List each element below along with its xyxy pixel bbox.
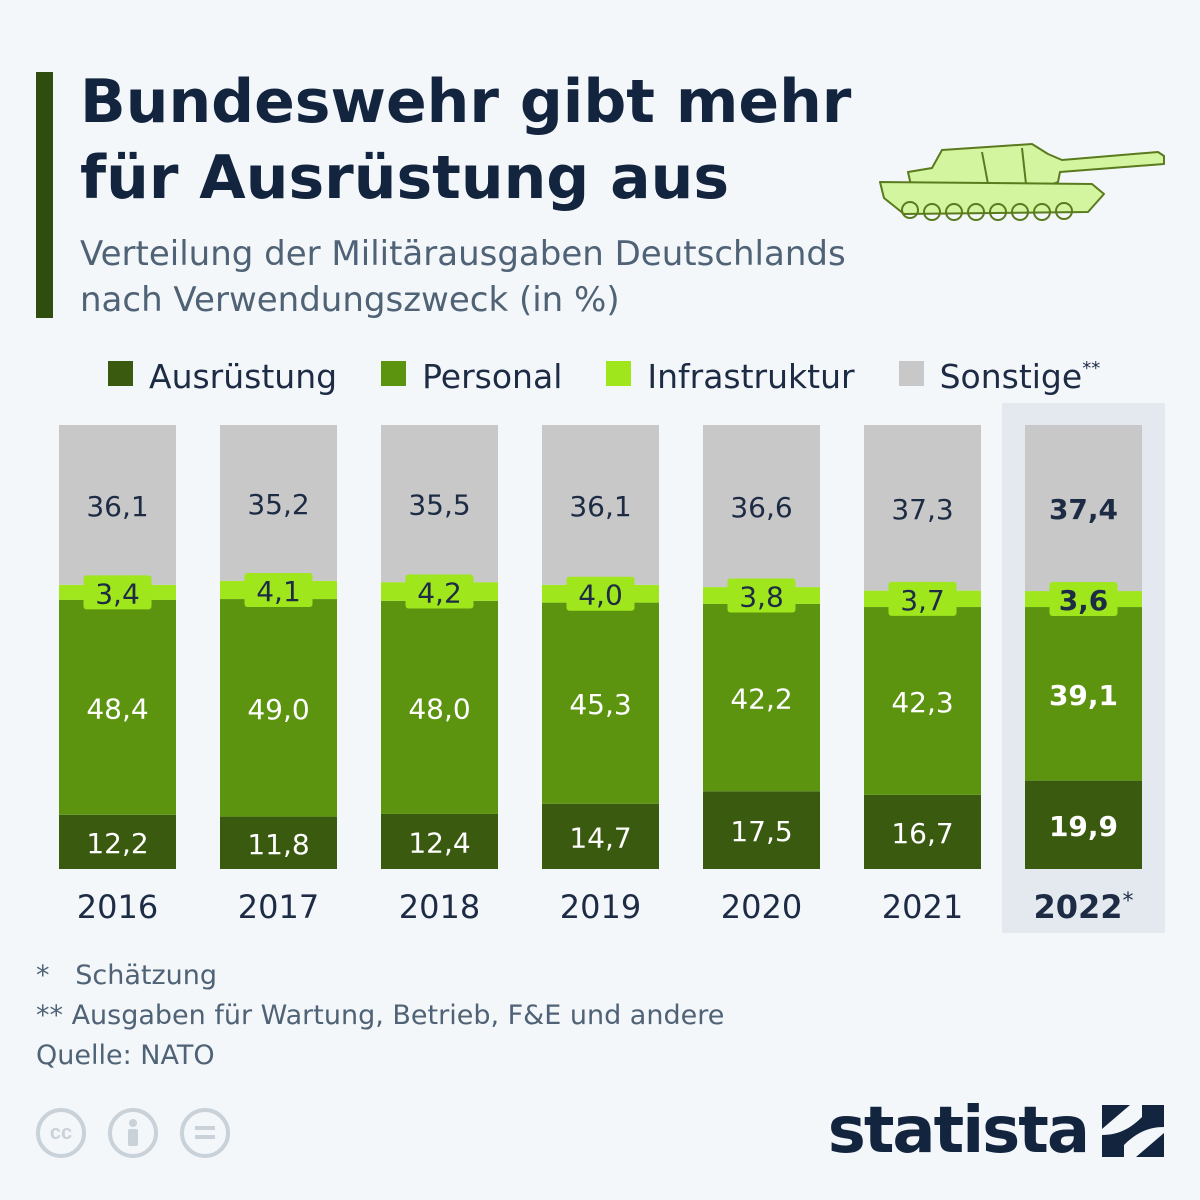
label-tab-infrastruktur-2019 <box>566 576 635 611</box>
bar-ausruestung-2020 <box>703 791 820 869</box>
source-note: Quelle: NATO <box>36 1040 215 1071</box>
label-tab-infrastruktur-2022 <box>1049 582 1118 617</box>
value-label-personal-2016: 48,4 <box>86 692 148 725</box>
bar-sonstige-2019 <box>542 425 659 585</box>
bar-ausruestung-2022 <box>1025 780 1142 869</box>
bar-sonstige-2021 <box>864 425 981 591</box>
legend-swatch-personal <box>381 360 407 386</box>
no-derivatives-icon[interactable] <box>180 1108 230 1158</box>
cc-icon[interactable]: cc <box>36 1108 86 1158</box>
legend-item-sonstige: Sonstige** <box>898 349 1101 397</box>
bar-sonstige-2022 <box>1025 425 1142 592</box>
legend-item-ausruestung: Ausrüstung <box>108 349 337 397</box>
value-label-personal-2020: 42,2 <box>730 683 792 716</box>
bar-ausruestung-2018 <box>381 813 498 869</box>
legend: Ausrüstung Personal Infrastruktur Sonsti… <box>108 349 1144 397</box>
label-tab-infrastruktur-2018 <box>405 574 474 609</box>
bar-sonstige-2018 <box>381 425 498 583</box>
legend-label-ausruestung: Ausrüstung <box>149 357 338 396</box>
x-tick-label-2019: 2019 <box>560 888 641 926</box>
bar-sonstige-2020 <box>703 425 820 588</box>
tank-icon <box>879 143 1165 221</box>
value-label-personal-2021: 42,3 <box>891 686 953 719</box>
x-tick-label-2020: 2020 <box>721 888 802 926</box>
legend-label-personal: Personal <box>422 357 563 396</box>
footnote-sonstige: ** Ausgaben für Wartung, Betrieb, F&E un… <box>36 1000 725 1031</box>
legend-label-infrastruktur: Infrastruktur <box>647 357 855 396</box>
value-label-infrastruktur-2016: 3,4 <box>95 577 140 610</box>
legend-swatch-ausruestung <box>108 360 133 386</box>
x-tick-label-2018: 2018 <box>399 888 480 926</box>
footnote-estimate: * Schätzung <box>36 960 218 991</box>
bar-personal-2016 <box>59 599 176 815</box>
chart-subtitle: Verteilung der Militärausgaben Deutschla… <box>80 231 940 323</box>
bar-personal-2020 <box>703 603 820 792</box>
label-tab-infrastruktur-2017 <box>244 572 313 607</box>
label-tab-infrastruktur-2016 <box>83 575 152 610</box>
value-label-sonstige-2019: 36,1 <box>569 490 631 523</box>
value-label-sonstige-2017: 35,2 <box>247 488 309 521</box>
bar-personal-2018 <box>381 600 498 814</box>
value-label-sonstige-2022: 37,4 <box>1049 493 1118 526</box>
bar-ausruestung-2016 <box>59 814 176 869</box>
title-accent-bar <box>36 72 53 318</box>
bar-ausruestung-2021 <box>864 794 981 869</box>
license-icons: cc <box>36 1108 252 1158</box>
x-tick-label-2016: 2016 <box>77 888 158 926</box>
value-label-sonstige-2020: 36,6 <box>730 491 792 524</box>
chart-title: Bundeswehr gibt mehr für Ausrüstung aus <box>80 64 900 216</box>
subtitle-line-1: Verteilung der Militärausgaben Deutschla… <box>80 234 846 274</box>
value-label-infrastruktur-2017: 4,1 <box>256 575 301 608</box>
bar-personal-2022 <box>1025 607 1142 781</box>
value-label-infrastruktur-2018: 4,2 <box>417 577 462 610</box>
subtitle-line-2: nach Verwendungszweck (in %) <box>80 280 620 320</box>
value-label-personal-2017: 49,0 <box>247 693 309 726</box>
legend-item-infrastruktur: Infrastruktur <box>606 349 855 397</box>
value-label-ausruestung-2020: 17,5 <box>730 815 792 848</box>
value-label-sonstige-2021: 37,3 <box>891 493 953 526</box>
value-label-ausruestung-2016: 12,2 <box>86 827 148 860</box>
statista-wordmark: statista <box>827 1094 1090 1168</box>
title-line-1: Bundeswehr gibt mehr <box>80 67 852 137</box>
value-label-ausruestung-2017: 11,8 <box>247 828 309 861</box>
bar-personal-2021 <box>864 607 981 795</box>
value-label-personal-2022: 39,1 <box>1049 679 1118 712</box>
label-tab-infrastruktur-2020 <box>727 578 796 613</box>
value-label-infrastruktur-2020: 3,8 <box>739 580 784 613</box>
value-label-personal-2019: 45,3 <box>569 688 631 721</box>
bar-ausruestung-2019 <box>542 803 659 869</box>
bar-sonstige-2017 <box>220 425 337 581</box>
x-tick-label-2021: 2021 <box>882 888 963 926</box>
legend-swatch-infrastruktur <box>606 360 632 386</box>
value-label-infrastruktur-2019: 4,0 <box>578 579 623 612</box>
value-label-infrastruktur-2021: 3,7 <box>900 584 945 617</box>
statista-logo-icon <box>1102 1105 1164 1157</box>
legend-item-personal: Personal <box>381 349 562 397</box>
legend-label-sonstige: Sonstige** <box>939 357 1101 396</box>
label-tab-infrastruktur-2021 <box>888 581 957 616</box>
title-line-2: für Ausrüstung aus <box>80 143 730 213</box>
value-label-ausruestung-2019: 14,7 <box>569 821 631 854</box>
bar-sonstige-2016 <box>59 425 176 585</box>
statista-logo[interactable]: statista <box>828 1096 1164 1166</box>
bar-ausruestung-2017 <box>220 816 337 869</box>
x-tick-label-2017: 2017 <box>238 888 319 926</box>
value-label-ausruestung-2018: 12,4 <box>408 826 470 859</box>
value-label-ausruestung-2022: 19,9 <box>1049 810 1118 843</box>
value-label-infrastruktur-2022: 3,6 <box>1059 584 1109 617</box>
value-label-ausruestung-2021: 16,7 <box>891 817 953 850</box>
attribution-icon[interactable] <box>108 1108 158 1158</box>
value-label-sonstige-2018: 35,5 <box>408 489 470 522</box>
bar-personal-2017 <box>220 599 337 817</box>
legend-swatch-sonstige <box>898 360 924 386</box>
footnotes: * Schätzung ** Ausgaben für Wartung, Bet… <box>36 956 724 1076</box>
bar-personal-2019 <box>542 602 659 804</box>
value-label-sonstige-2016: 36,1 <box>86 490 148 523</box>
x-tick-label-2022: 2022* <box>1033 888 1133 926</box>
value-label-personal-2018: 48,0 <box>408 692 470 725</box>
stacked-bar-chart: 12,2 48,4 3,4 36,1 2016 11,8 49,0 4,1 35,2 2017 12… <box>59 403 1165 933</box>
